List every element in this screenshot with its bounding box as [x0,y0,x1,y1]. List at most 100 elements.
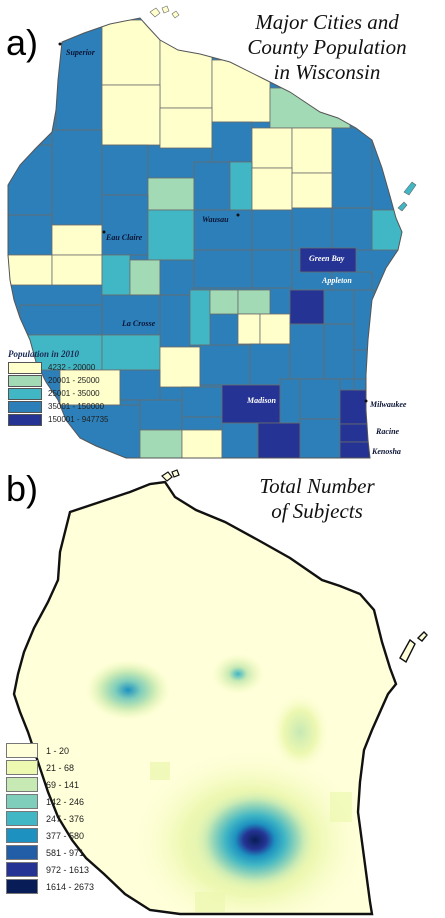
panel-a-title-line-2: County Population [247,35,407,59]
county-green-lake [259,313,291,345]
county-marinette-n [291,127,333,174]
county-racine [339,423,375,443]
population-legend-swatch [8,413,42,426]
panel-b-letter: b) [6,468,39,509]
county-marathon [193,209,253,251]
county-vernon-e [101,334,161,371]
county-oconto-w [251,167,293,211]
city-label-appleton: Appleton [321,276,352,285]
county-iowa-e [181,386,223,418]
population-legend-label: 150001 - 947735 [48,415,109,424]
subjects-legend-item: 69 - 141 [6,776,116,793]
county-walworth [299,418,341,458]
population-legend-item: 35001 - 150000 [8,400,123,413]
panel-b-title-line-2: of Subjects [271,499,363,523]
apostle-islands [149,5,180,19]
population-legend-item: 150001 - 947735 [8,413,123,426]
county-price [159,107,213,149]
county-map-svg: Superior Eau Claire Wausau Green Bay App… [7,5,417,459]
county-oconto-s [291,207,333,251]
county-monroe [159,294,191,348]
county-kewaunee-n [331,207,373,251]
subjects-legend-swatch [6,862,38,877]
county-jackson [129,259,161,296]
subjects-legend-swatch [6,794,38,809]
county-ashland [159,29,213,109]
county-lacrosse-w [19,304,103,336]
county-st-croix [8,214,53,256]
subjects-legend-label: 142 - 246 [46,796,85,807]
panel-a-title-line-1: Major Cities and [255,10,399,34]
county-langlade [229,161,253,211]
county-richland [159,346,201,388]
county-la-crosse [101,294,161,336]
subjects-legend-swatch [6,828,38,843]
state-outline [7,17,403,459]
panel-a-title-line-3: in Wisconsin [273,60,381,84]
population-legend-item: 4232 - 20000 [8,361,123,374]
madison-cluster [193,788,317,892]
subjects-legend-swatch [6,777,38,792]
eau-claire-cluster [86,660,170,720]
population-legend-swatch [8,374,42,387]
zip-area-choropleth [14,482,396,914]
county-marquette [237,313,261,345]
county-barron [51,129,103,226]
county-crawford [59,369,121,406]
county-sawyer [101,84,161,146]
city-label-superior: Superior [66,48,96,57]
subjects-map-svg [12,469,428,916]
county-taylor [147,177,195,211]
county-door [371,209,402,251]
subjects-legend-swatch [6,760,38,775]
subjects-legend-label: 581 - 971 [46,847,85,858]
county-juneau [189,289,211,346]
city-labels: Superior Eau Claire Wausau Green Bay App… [58,42,407,456]
county-oconto [291,172,333,209]
city-label-eau-claire: Eau Claire [105,233,143,242]
county-dodge-s [299,378,341,420]
city-label-green-bay: Green Bay [309,254,345,263]
panel-b-title-line-1: Total Number [259,474,375,498]
county-wood [159,259,195,296]
subjects-legend-label: 1614 - 2673 [46,881,95,892]
city-label-kenosha: Kenosha [371,447,401,456]
county-oneida [211,121,253,163]
county-eau-claire [101,194,149,256]
county-brown [299,247,357,273]
population-legend: Population in 2010 4232 - 20000 20001 - 2… [8,349,123,426]
county-shawano [251,209,293,251]
county-dane [221,384,281,424]
city-label-la-crosse: La Crosse [121,319,156,328]
county-ozaukee [353,378,375,391]
subjects-legend-swatch [6,879,38,894]
state-outline-b [12,480,398,916]
county-polk [8,144,53,216]
county-pepin [8,254,53,286]
panel-b-title: Total Number of Subjects [222,474,412,524]
panel-b-subjects-map: b) Total Number of Subjects 1 - 20 21 - 6… [0,462,445,918]
population-legend-item: 20001 - 25000 [8,374,123,387]
apostle-islands-b [161,469,180,482]
county-fond-du-lac [289,323,325,380]
city-label-milwaukee: Milwaukee [369,400,407,409]
county-portage [193,249,253,289]
subjects-legend-item: 142 - 246 [6,793,116,810]
subjects-legend-item: 247 - 376 [6,810,116,827]
county-grant-n [119,369,161,401]
door-islands [397,181,417,212]
subjects-legend: 1 - 20 21 - 68 69 - 141 142 - 246 247 - 376 3… [6,742,116,895]
population-legend-label: 20001 - 25000 [48,376,100,385]
county-jefferson [279,378,301,424]
subjects-legend-swatch [6,811,38,826]
wausau-cluster [212,654,264,694]
county-buffalo [51,254,103,286]
county-sheboygan [323,323,355,380]
county-lincoln [193,161,231,211]
subjects-legend-item: 21 - 68 [6,759,116,776]
subjects-legend-label: 247 - 376 [46,813,85,824]
panel-a-letter: a) [6,22,39,63]
county-pierce [51,224,103,256]
county-waukesha [339,389,375,425]
subjects-legend-item: 1614 - 2673 [6,878,116,895]
